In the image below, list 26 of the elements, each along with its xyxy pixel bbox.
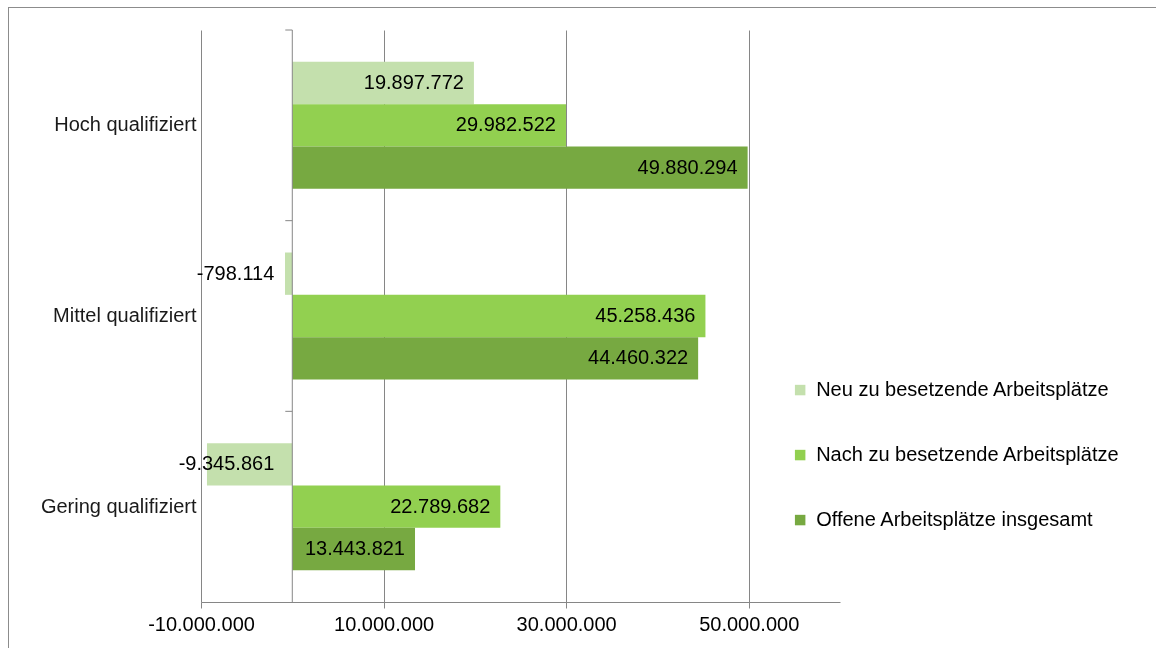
data-label: -798.114 [196,261,275,284]
bar [292,104,566,147]
data-label: 49.880.294 [637,155,738,178]
legend-label: Offene Arbeitsplätze insgesamt [816,508,1094,531]
x-tick-label: -10.000.000 [148,612,255,635]
data-label: 22.789.682 [390,494,491,517]
bar [285,252,293,295]
bar [292,61,474,105]
x-tick-label: 10.000.000 [334,612,435,635]
bar [292,485,501,528]
data-label: -9.345.861 [178,452,275,475]
bar [292,337,699,380]
bar [292,146,748,189]
data-label: 19.897.772 [363,71,464,94]
y-tick-label: Mittel qualifiziert [53,304,197,326]
legend-label: Neu zu besetzende Arbeitsplätze [816,378,1109,401]
legend-label: Nach zu besetzende Arbeitsplätze [816,443,1119,466]
y-tick-label: Gering qualifiziert [40,494,197,517]
bar [292,294,706,338]
data-label: 44.460.322 [588,346,689,369]
x-tick-label: 30.000.000 [516,612,617,635]
data-label: 13.443.821 [304,536,406,559]
data-label: 45.258.436 [595,304,696,326]
x-tick-label: 50.000.000 [699,612,800,635]
data-label: 29.982.522 [455,113,556,136]
y-tick-label: Hoch qualifiziert [54,113,197,136]
